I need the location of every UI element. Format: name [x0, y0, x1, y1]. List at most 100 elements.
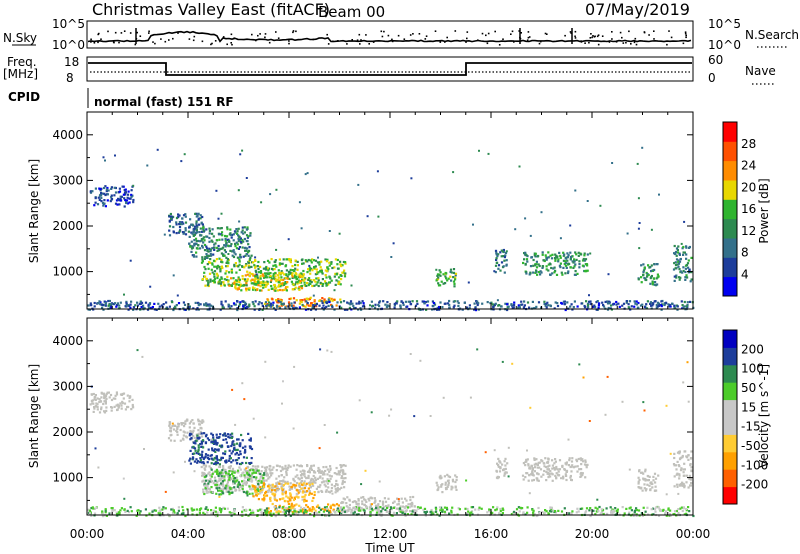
data-cell	[263, 473, 266, 476]
nsearch-point	[164, 40, 167, 43]
data-cell	[308, 481, 311, 484]
data-cell	[314, 303, 317, 306]
data-cell	[176, 430, 179, 434]
scatter-cell	[123, 293, 125, 296]
data-cell	[274, 508, 277, 511]
data-cell	[222, 281, 225, 284]
data-cell	[220, 252, 223, 255]
nsearch-point	[337, 40, 339, 42]
scatter-cell	[529, 234, 532, 237]
data-cell	[288, 270, 291, 273]
scatter-cell	[308, 264, 311, 267]
nsearch-point	[381, 35, 384, 38]
data-cell	[284, 492, 287, 495]
data-cell	[101, 192, 104, 195]
data-cell	[179, 229, 182, 232]
data-cell	[244, 301, 247, 304]
data-cell	[486, 511, 489, 514]
data-cell	[230, 277, 233, 280]
data-cell	[640, 281, 643, 284]
data-cell	[340, 265, 343, 268]
data-cell	[559, 266, 562, 269]
data-cell	[186, 419, 189, 422]
data-cell	[228, 476, 231, 479]
scatter-cell	[338, 232, 341, 235]
data-cell	[649, 277, 652, 280]
nsearch-point	[288, 40, 290, 42]
data-cell	[306, 470, 310, 473]
data-cell	[315, 277, 318, 280]
data-cell	[87, 508, 90, 511]
nsearch-point	[391, 38, 393, 41]
data-cell	[201, 223, 204, 226]
data-cell	[192, 429, 195, 432]
data-cell	[298, 306, 301, 309]
data-cell	[297, 275, 300, 278]
data-cell	[230, 270, 233, 273]
data-cell	[408, 300, 412, 303]
data-cell	[275, 299, 278, 302]
data-cell	[302, 511, 306, 514]
data-cell	[236, 243, 239, 246]
data-cell	[218, 459, 222, 462]
data-cell	[640, 512, 643, 515]
data-cell	[651, 486, 654, 489]
data-cell	[262, 485, 265, 488]
scatter-cell	[275, 188, 278, 191]
freq-panel-frame	[86, 56, 694, 82]
data-cell	[225, 261, 228, 264]
data-cell	[274, 278, 277, 281]
data-cell	[265, 511, 268, 514]
data-cell	[545, 510, 548, 513]
data-cell	[254, 471, 257, 474]
data-cell	[341, 469, 344, 472]
data-cell	[301, 303, 304, 307]
scatter-cell	[409, 353, 412, 355]
data-cell	[218, 493, 221, 496]
data-cell	[246, 470, 249, 473]
data-cell	[219, 308, 222, 311]
data-cell	[218, 257, 221, 260]
data-cell	[245, 234, 249, 237]
data-cell	[95, 404, 98, 408]
data-cell	[124, 188, 127, 191]
data-cell	[589, 300, 592, 303]
data-cell	[377, 503, 380, 506]
data-cell	[381, 507, 385, 510]
data-cell	[504, 464, 507, 467]
data-cell	[291, 274, 294, 277]
scatter-cell	[264, 360, 267, 363]
data-cell	[203, 243, 207, 247]
data-cell	[132, 306, 135, 309]
data-cell	[251, 465, 255, 468]
data-cell	[289, 509, 292, 512]
data-cell	[685, 274, 688, 277]
data-cell	[311, 508, 314, 511]
data-cell	[228, 478, 231, 481]
data-cell	[569, 255, 573, 259]
data-cell	[359, 302, 362, 305]
data-cell	[532, 509, 535, 512]
data-cell	[294, 512, 297, 515]
data-cell	[200, 261, 204, 264]
nsearch-point	[630, 43, 632, 45]
data-cell	[647, 264, 650, 267]
data-cell	[342, 300, 346, 303]
data-cell	[653, 508, 657, 511]
data-cell	[207, 448, 210, 451]
data-cell	[236, 232, 239, 235]
scatter-cell	[245, 177, 248, 179]
data-cell	[276, 510, 279, 513]
scatter-cell	[175, 217, 178, 220]
data-cell	[457, 304, 460, 308]
nsearch-point	[544, 32, 547, 35]
data-cell	[678, 253, 681, 256]
data-cell	[353, 500, 356, 503]
data-cell	[248, 258, 252, 261]
data-cell	[215, 468, 219, 471]
data-cell	[208, 240, 211, 243]
data-cell	[190, 507, 193, 510]
data-cell	[245, 483, 248, 486]
data-cell	[533, 458, 536, 461]
data-cell	[615, 509, 618, 512]
